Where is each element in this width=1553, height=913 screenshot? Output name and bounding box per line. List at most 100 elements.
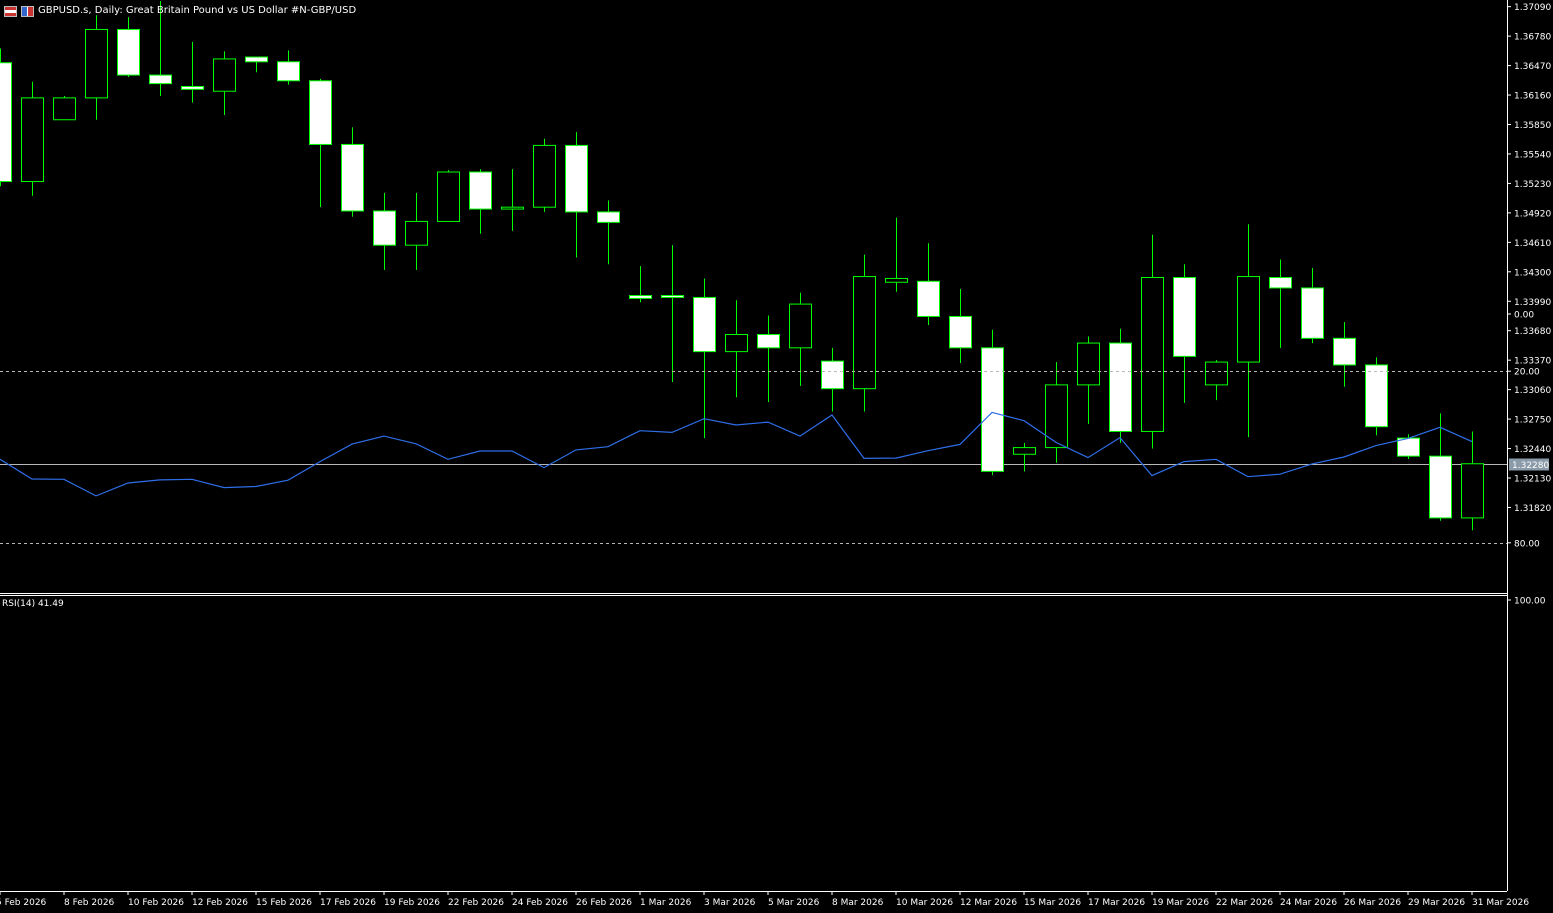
- time-axis: 5 Feb 2026 8 Feb 2026 10 Feb 2026 12 Feb 20…: [0, 891, 1529, 908]
- price-tick-label: 1.32130: [1514, 475, 1551, 485]
- time-tick-label: 12 Mar 2026: [960, 898, 1017, 908]
- candle-body: [149, 74, 172, 85]
- rsi-tick-label: 20.00: [1514, 368, 1540, 378]
- candle-body: [1013, 447, 1036, 455]
- candle-body: [405, 220, 428, 246]
- candle-body: [949, 315, 972, 349]
- candle-body: [1365, 364, 1388, 428]
- candle-body: [53, 97, 76, 121]
- candle-body: [1173, 276, 1196, 357]
- candle-body: [1077, 342, 1100, 386]
- candle: [597, 200, 620, 265]
- candle: [245, 56, 268, 73]
- price-tick-label: 1.35850: [1514, 121, 1551, 131]
- candle-body: [821, 360, 844, 390]
- candle-body: [757, 334, 780, 349]
- candle: [437, 170, 460, 222]
- price-tick-label: 1.37090: [1514, 3, 1551, 13]
- candle-body: [725, 334, 748, 353]
- candle: [757, 315, 780, 402]
- current-price-tag: 1.32280: [1509, 458, 1549, 471]
- candle: [1045, 362, 1068, 463]
- time-tick-label: 12 Feb 2026: [192, 898, 248, 908]
- candle-body: [1301, 287, 1324, 339]
- time-tick-label: 17 Mar 2026: [1088, 898, 1145, 908]
- flag-icon: [21, 5, 34, 17]
- price-tick-label: 1.33060: [1514, 386, 1551, 396]
- time-tick-label: 10 Mar 2026: [896, 898, 953, 908]
- candle: [1269, 259, 1292, 348]
- candle: [789, 292, 812, 386]
- candle-body: [501, 206, 524, 210]
- price-tick-label: 1.33680: [1514, 327, 1551, 337]
- time-tick-label: 22 Mar 2026: [1216, 898, 1273, 908]
- candle: [85, 15, 108, 120]
- flag-icon: [4, 5, 17, 17]
- candle: [181, 41, 204, 103]
- candle: [661, 245, 684, 383]
- candle: [341, 127, 364, 217]
- time-tick-label: 5 Feb 2026: [0, 898, 47, 908]
- candle-body: [629, 295, 652, 299]
- candle-body: [1429, 455, 1452, 519]
- candle-body: [853, 276, 876, 390]
- candle-body: [1461, 463, 1484, 519]
- frame: [0, 0, 1508, 892]
- candle-body: [533, 144, 556, 208]
- candle: [981, 329, 1004, 476]
- candle: [149, 0, 172, 96]
- price-tick-label: 1.33370: [1514, 357, 1551, 367]
- candle: [949, 288, 972, 364]
- candle-body: [789, 303, 812, 349]
- candle: [405, 192, 428, 270]
- candle-body: [981, 347, 1004, 472]
- price-tag-box: [1509, 458, 1549, 471]
- candle: [533, 138, 556, 212]
- price-tick-label: 1.35540: [1514, 150, 1551, 160]
- price-axis: 1.37090 1.36780 1.36470 1.36160 1.35850 1.355…: [1507, 3, 1551, 514]
- price-tick-label: 1.36780: [1514, 33, 1551, 43]
- rsi-levels: [0, 371, 1507, 544]
- rsi-tick-label: 0.00: [1514, 311, 1534, 321]
- candle: [21, 81, 44, 196]
- candle-body: [181, 85, 204, 90]
- candle: [1205, 360, 1228, 401]
- candle-body: [1045, 384, 1068, 449]
- candle: [693, 278, 716, 439]
- time-tick-label: 1 Mar 2026: [640, 898, 692, 908]
- price-tick-label: 1.35230: [1514, 180, 1551, 190]
- candle-body: [85, 28, 108, 99]
- candle: [885, 217, 908, 292]
- candle-body: [1397, 437, 1420, 457]
- candle-body: [277, 61, 300, 82]
- candle-body: [213, 58, 236, 92]
- candle-body: [917, 280, 940, 317]
- candle: [1301, 267, 1324, 344]
- candle-body: [373, 210, 396, 246]
- candle: [853, 254, 876, 412]
- candle-body: [0, 62, 12, 183]
- candle-body: [885, 277, 908, 283]
- rsi-title: RSI(14) 41.49: [2, 599, 64, 609]
- candle: [117, 17, 140, 77]
- candle-body: [1333, 337, 1356, 366]
- candle-body: [341, 143, 364, 212]
- candle: [629, 266, 652, 303]
- rsi-series-line: [0, 411, 1473, 497]
- time-tick-label: 24 Feb 2026: [512, 898, 568, 908]
- candle-body: [245, 56, 268, 63]
- candle: [469, 169, 492, 234]
- candle-body: [1141, 276, 1164, 432]
- time-tick-label: 5 Mar 2026: [768, 898, 820, 908]
- time-tick-label: 17 Feb 2026: [320, 898, 376, 908]
- candle-body: [661, 295, 684, 298]
- price-tick-label: 1.31820: [1514, 504, 1551, 514]
- time-tick-label: 26 Mar 2026: [1344, 898, 1401, 908]
- price-tick-label: 1.34610: [1514, 239, 1551, 249]
- time-tick-label: 15 Mar 2026: [1024, 898, 1081, 908]
- time-tick-label: 19 Mar 2026: [1152, 898, 1209, 908]
- price-tick-label: 1.36470: [1514, 62, 1551, 72]
- price-tick-label: 1.34920: [1514, 209, 1551, 219]
- candle: [0, 48, 12, 187]
